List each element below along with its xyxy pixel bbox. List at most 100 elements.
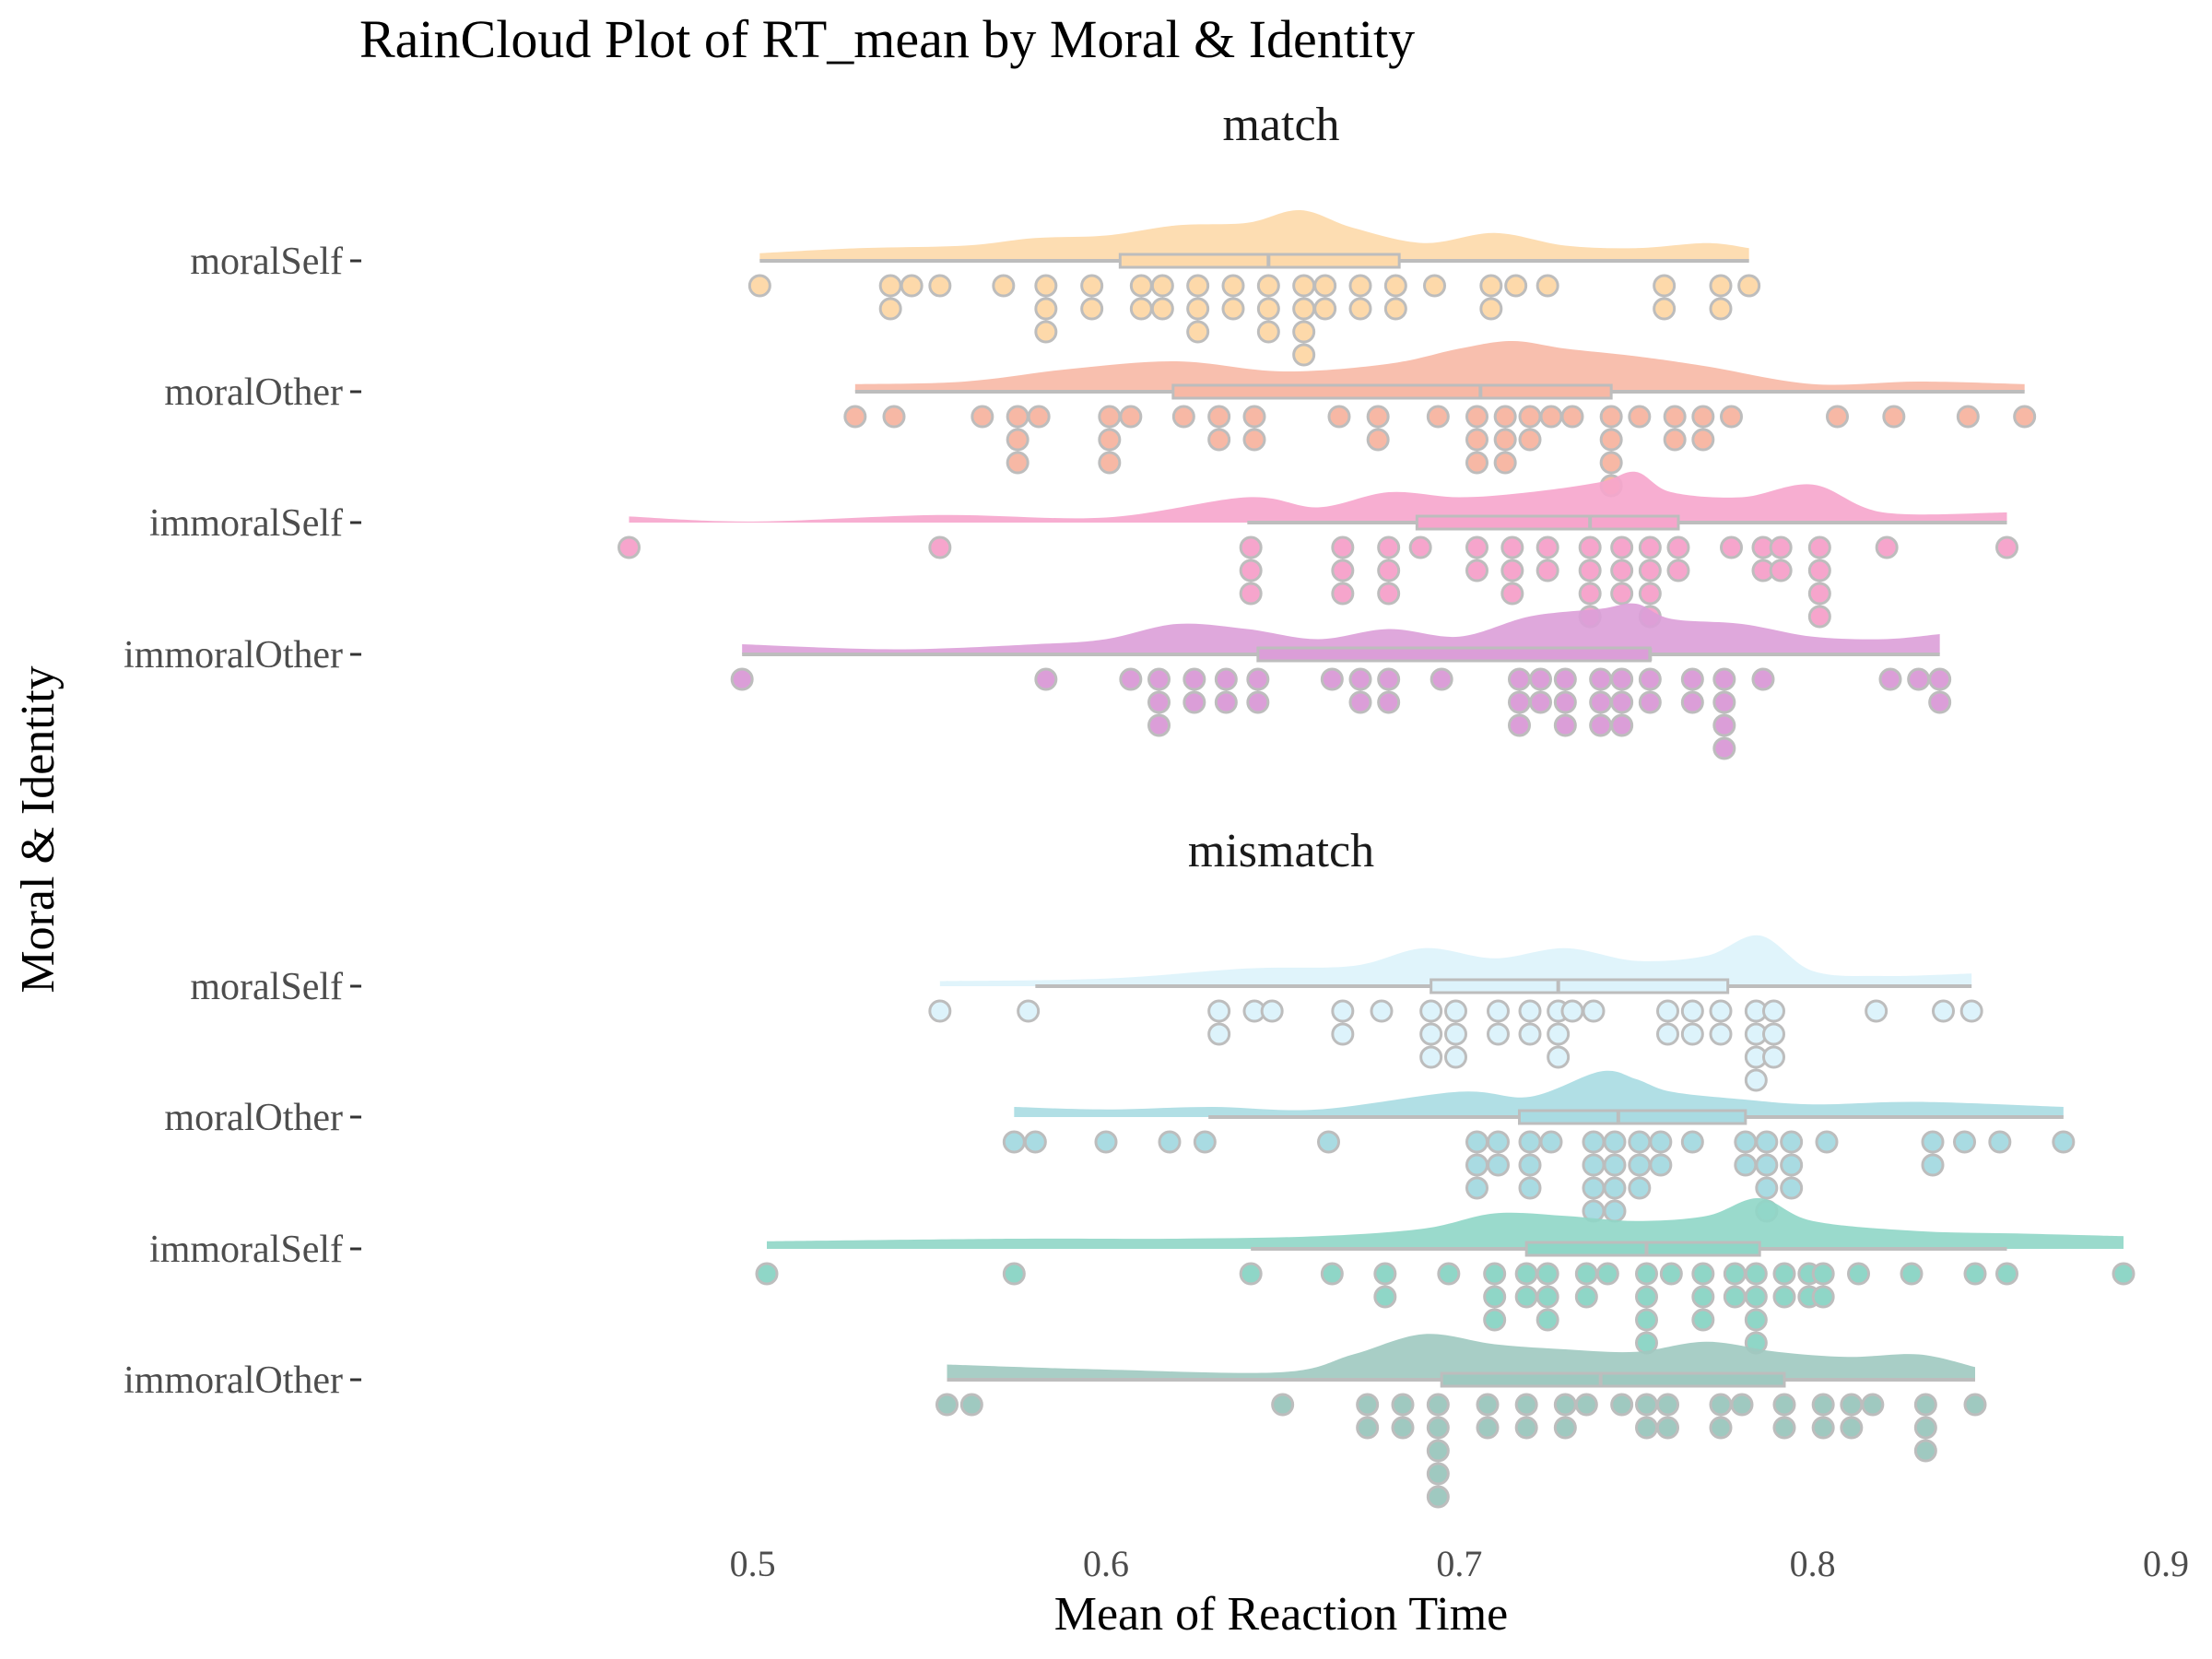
point-match-moralSelf-36 bbox=[1504, 274, 1528, 298]
box-match-immoralOther bbox=[1256, 646, 1652, 663]
point-mismatch-moralSelf-21 bbox=[1547, 1045, 1571, 1069]
point-mismatch-immoralOther-9 bbox=[1426, 1439, 1450, 1463]
point-match-moralSelf-37 bbox=[1535, 274, 1559, 298]
box-mismatch-immoralOther bbox=[1440, 1371, 1786, 1388]
point-match-moralOther-13 bbox=[1207, 428, 1231, 452]
point-match-immoralSelf-12 bbox=[1465, 535, 1488, 559]
point-mismatch-moralSelf-9 bbox=[1419, 999, 1443, 1023]
point-mismatch-immoralSelf-15 bbox=[1574, 1262, 1598, 1286]
point-match-immoralSelf-20 bbox=[1578, 559, 1602, 582]
point-match-moralOther-19 bbox=[1426, 405, 1450, 429]
point-mismatch-immoralOther-7 bbox=[1426, 1393, 1450, 1417]
point-mismatch-immoralOther-31 bbox=[1840, 1393, 1864, 1417]
point-match-moralSelf-6 bbox=[1034, 274, 1058, 298]
point-mismatch-moralOther-42 bbox=[1988, 1130, 2012, 1154]
point-match-moralSelf-8 bbox=[1034, 320, 1058, 344]
point-mismatch-immoralSelf-12 bbox=[1535, 1262, 1559, 1286]
point-match-moralSelf-2 bbox=[878, 297, 902, 321]
point-match-immoralSelf-16 bbox=[1500, 582, 1524, 606]
point-match-moralSelf-26 bbox=[1292, 343, 1316, 367]
point-match-moralSelf-22 bbox=[1256, 320, 1280, 344]
point-mismatch-immoralOther-22 bbox=[1656, 1393, 1679, 1417]
point-mismatch-moralSelf-23 bbox=[1582, 999, 1606, 1023]
point-match-immoralSelf-2 bbox=[1239, 535, 1263, 559]
point-mismatch-immoralOther-5 bbox=[1391, 1393, 1415, 1417]
point-match-moralSelf-28 bbox=[1313, 297, 1337, 321]
point-mismatch-moralOther-19 bbox=[1603, 1130, 1627, 1154]
point-match-immoralSelf-9 bbox=[1377, 559, 1401, 582]
point-match-immoralOther-1 bbox=[1034, 667, 1058, 691]
density-mismatch-immoralOther bbox=[947, 1334, 1975, 1380]
point-match-immoralOther-22 bbox=[1529, 690, 1552, 714]
point-match-moralOther-35 bbox=[1663, 405, 1687, 429]
point-mismatch-moralOther-43 bbox=[2052, 1130, 2076, 1154]
point-match-immoralOther-6 bbox=[1182, 667, 1206, 691]
point-mismatch-moralOther-22 bbox=[1603, 1199, 1627, 1223]
facet-title-mismatch: mismatch bbox=[1188, 825, 1374, 877]
point-mismatch-immoralSelf-27 bbox=[1723, 1285, 1747, 1309]
point-match-moralOther-7 bbox=[1098, 405, 1122, 429]
point-mismatch-immoralSelf-3 bbox=[1320, 1262, 1344, 1286]
point-mismatch-moralOther-4 bbox=[1193, 1130, 1217, 1154]
point-mismatch-moralOther-36 bbox=[1780, 1153, 1804, 1177]
point-mismatch-moralOther-28 bbox=[1680, 1130, 1704, 1154]
point-match-moralOther-38 bbox=[1691, 428, 1715, 452]
point-mismatch-immoralSelf-39 bbox=[1900, 1262, 1924, 1286]
point-match-immoralOther-44 bbox=[1928, 690, 1952, 714]
point-mismatch-immoralOther-24 bbox=[1709, 1393, 1733, 1417]
point-match-immoralOther-3 bbox=[1147, 667, 1171, 691]
point-match-moralSelf-9 bbox=[1080, 274, 1104, 298]
y-tick-label-match-immoralSelf: immoralSelf bbox=[149, 502, 343, 545]
point-mismatch-moralOther-29 bbox=[1734, 1130, 1758, 1154]
point-mismatch-moralOther-26 bbox=[1649, 1130, 1673, 1154]
point-match-immoralOther-10 bbox=[1246, 667, 1270, 691]
point-mismatch-immoralOther-27 bbox=[1772, 1393, 1796, 1417]
point-match-immoralOther-17 bbox=[1430, 667, 1453, 691]
point-match-moralSelf-31 bbox=[1383, 274, 1407, 298]
point-match-moralOther-8 bbox=[1098, 428, 1122, 452]
point-mismatch-immoralOther-21 bbox=[1635, 1416, 1658, 1440]
point-match-moralOther-27 bbox=[1518, 428, 1542, 452]
point-match-moralOther-31 bbox=[1599, 428, 1623, 452]
point-mismatch-moralOther-15 bbox=[1582, 1130, 1606, 1154]
point-match-immoralOther-0 bbox=[730, 667, 754, 691]
point-match-moralSelf-23 bbox=[1292, 274, 1316, 298]
point-mismatch-moralSelf-1 bbox=[1017, 999, 1041, 1023]
point-mismatch-immoralSelf-6 bbox=[1437, 1262, 1461, 1286]
point-match-moralOther-10 bbox=[1119, 405, 1143, 429]
point-mismatch-moralSelf-15 bbox=[1487, 999, 1510, 1023]
point-mismatch-moralOther-0 bbox=[1002, 1130, 1026, 1154]
point-mismatch-immoralOther-15 bbox=[1514, 1416, 1538, 1440]
point-mismatch-moralOther-8 bbox=[1465, 1176, 1488, 1200]
point-mismatch-moralSelf-2 bbox=[1207, 999, 1231, 1023]
point-mismatch-moralOther-10 bbox=[1487, 1153, 1510, 1177]
point-match-moralOther-36 bbox=[1663, 428, 1687, 452]
point-mismatch-immoralOther-18 bbox=[1574, 1393, 1598, 1417]
point-match-immoralOther-28 bbox=[1589, 713, 1613, 737]
point-match-moralSelf-33 bbox=[1423, 274, 1446, 298]
point-match-immoralOther-9 bbox=[1214, 690, 1238, 714]
point-match-moralSelf-34 bbox=[1479, 274, 1503, 298]
point-mismatch-moralOther-35 bbox=[1780, 1130, 1804, 1154]
point-mismatch-immoralSelf-24 bbox=[1691, 1285, 1715, 1309]
point-mismatch-moralOther-33 bbox=[1755, 1176, 1779, 1200]
point-mismatch-moralSelf-39 bbox=[1959, 999, 1983, 1023]
point-mismatch-immoralSelf-18 bbox=[1635, 1262, 1658, 1286]
point-mismatch-moralOther-5 bbox=[1317, 1130, 1340, 1154]
point-match-moralSelf-39 bbox=[1653, 297, 1677, 321]
point-mismatch-immoralSelf-13 bbox=[1535, 1285, 1559, 1309]
point-match-moralSelf-0 bbox=[747, 274, 771, 298]
point-mismatch-moralSelf-20 bbox=[1547, 1022, 1571, 1046]
point-match-moralOther-28 bbox=[1539, 405, 1563, 429]
point-match-moralSelf-19 bbox=[1221, 297, 1245, 321]
point-match-moralSelf-16 bbox=[1186, 297, 1210, 321]
point-mismatch-moralOther-24 bbox=[1628, 1153, 1652, 1177]
point-mismatch-moralSelf-18 bbox=[1518, 1022, 1542, 1046]
point-mismatch-immoralSelf-37 bbox=[1811, 1285, 1835, 1309]
point-mismatch-moralOther-25 bbox=[1628, 1176, 1652, 1200]
point-mismatch-moralOther-17 bbox=[1582, 1176, 1606, 1200]
point-match-moralSelf-20 bbox=[1256, 274, 1280, 298]
point-mismatch-immoralSelf-8 bbox=[1483, 1285, 1507, 1309]
point-mismatch-immoralSelf-16 bbox=[1574, 1285, 1598, 1309]
